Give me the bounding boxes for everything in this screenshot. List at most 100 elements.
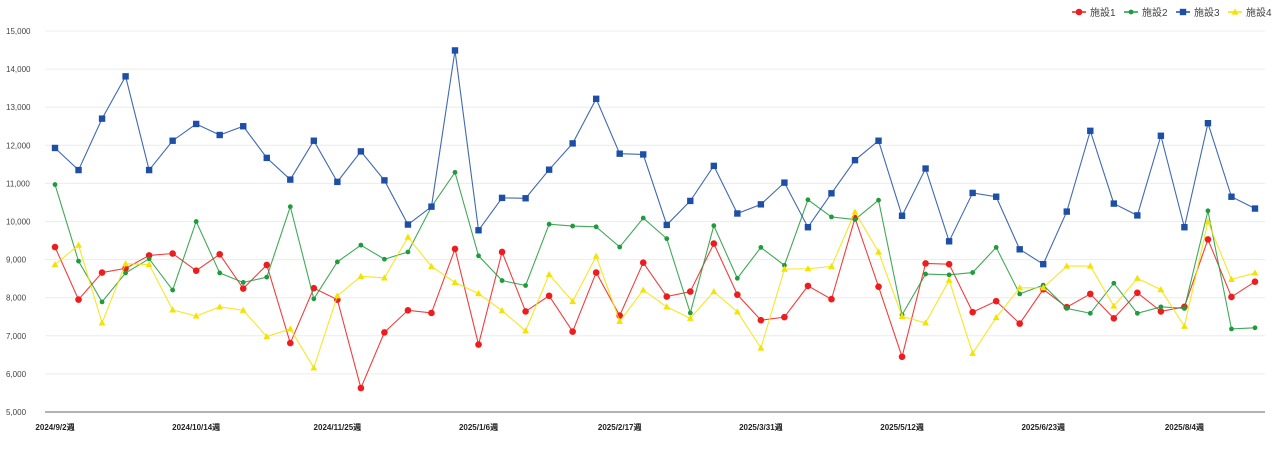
data-point [475, 289, 482, 297]
legend-label: 施設1 [1090, 6, 1116, 19]
data-point [733, 308, 741, 315]
data-point [263, 154, 270, 162]
data-point [1063, 262, 1071, 269]
y-tick-label: 10,000 [6, 218, 31, 227]
data-point [1228, 275, 1235, 283]
data-point [970, 270, 976, 275]
data-point [1157, 132, 1165, 139]
data-point [546, 221, 552, 227]
y-tick-label: 8,000 [6, 294, 27, 303]
data-point [757, 316, 765, 324]
data-point [334, 178, 341, 186]
legend: 施設1 施設2 施設3 施設4 [1072, 6, 1272, 19]
data-point [969, 189, 976, 197]
data-point [381, 329, 388, 336]
data-point [192, 312, 200, 319]
data-point [828, 262, 835, 270]
data-point [969, 349, 977, 356]
data-point [1157, 286, 1165, 293]
data-point [734, 210, 741, 217]
data-point [75, 241, 82, 248]
data-point [945, 260, 953, 268]
data-point [193, 219, 199, 224]
data-point [1063, 208, 1070, 215]
x-tick-label: 2025/8/4週 [1165, 423, 1204, 432]
data-point [381, 177, 388, 184]
x-tick-label: 2025/3/31週 [739, 423, 783, 432]
legend-item-1: 施設1 [1072, 6, 1116, 19]
data-point [616, 317, 624, 324]
data-point [687, 197, 694, 205]
x-tick-label: 2024/10/14週 [172, 423, 220, 432]
data-point [617, 244, 623, 250]
data-point [1204, 218, 1212, 225]
data-point [782, 262, 787, 268]
series-3 [51, 47, 1259, 268]
data-point [569, 328, 576, 335]
data-point [1158, 304, 1164, 310]
data-point [664, 236, 670, 242]
data-point [523, 283, 528, 288]
data-point [851, 156, 859, 164]
data-point [1204, 120, 1212, 127]
data-point [1229, 326, 1234, 332]
data-point [781, 265, 788, 272]
data-point [123, 270, 128, 276]
data-point [710, 288, 718, 295]
data-point [334, 259, 340, 265]
data-point [686, 314, 694, 321]
data-point [570, 223, 576, 229]
data-point [428, 262, 435, 270]
data-point [1134, 310, 1140, 316]
data-point [98, 115, 106, 122]
data-point [804, 224, 812, 231]
data-point [169, 250, 176, 257]
data-point [781, 179, 788, 186]
data-point [593, 224, 599, 230]
x-tick-label: 2025/5/12週 [880, 423, 924, 432]
data-point [1016, 246, 1023, 253]
data-point [169, 137, 176, 144]
data-point [99, 299, 105, 305]
data-point [851, 208, 859, 215]
data-point [923, 271, 928, 277]
data-point [145, 252, 153, 259]
x-tick-label: 2025/1/6週 [459, 423, 498, 432]
data-point [357, 272, 365, 279]
data-point [1087, 310, 1093, 316]
data-point [358, 242, 364, 248]
data-point [1087, 127, 1094, 135]
data-point [263, 332, 271, 340]
data-point [498, 307, 506, 314]
data-point [404, 233, 412, 240]
x-tick-label: 2024/11/25週 [314, 423, 362, 432]
data-point [1134, 289, 1141, 297]
data-point [286, 325, 294, 332]
series-line [54, 210, 1256, 370]
data-point [452, 169, 458, 175]
data-point [640, 151, 647, 158]
data-point [357, 148, 365, 155]
grid-lines [45, 30, 1265, 413]
data-point [522, 327, 529, 334]
data-point [758, 245, 764, 250]
y-tick-label: 6,000 [6, 370, 27, 379]
data-point [1086, 290, 1094, 298]
series-line [54, 216, 1256, 390]
x-axis: 2024/9/2週 2024/10/14週 2024/11/25週 2025/1/6週… [35, 423, 1204, 432]
data-point [192, 120, 200, 128]
y-tick-label: 11,000 [6, 179, 30, 188]
y-tick-label: 5,000 [6, 408, 27, 417]
data-point [898, 353, 906, 361]
data-point [451, 47, 459, 54]
data-point [451, 245, 459, 253]
data-point [217, 270, 223, 276]
data-point [781, 313, 788, 321]
data-point [922, 260, 929, 267]
data-point [499, 278, 505, 283]
data-point [287, 204, 293, 210]
data-point [75, 296, 82, 303]
data-point [1251, 278, 1259, 285]
data-point [1016, 284, 1024, 291]
